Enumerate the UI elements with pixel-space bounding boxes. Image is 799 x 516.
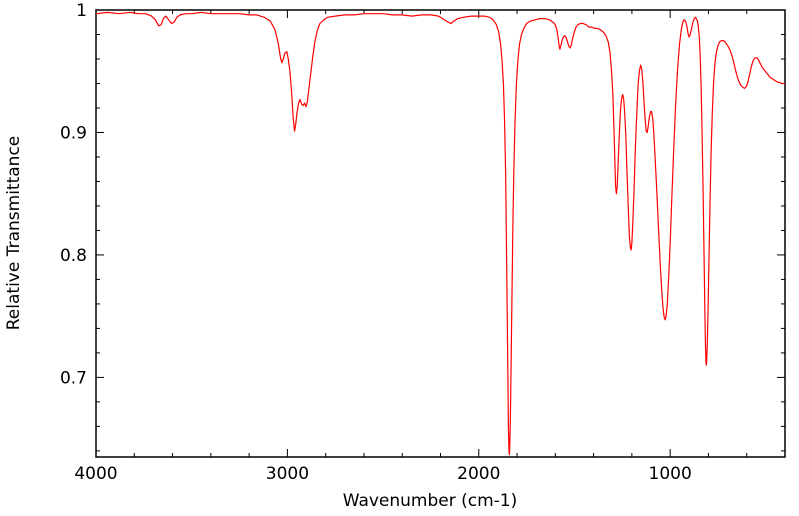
- plot-border: [95, 9, 786, 458]
- spectrum-line: [96, 11, 785, 456]
- x-tick-label: 3000: [266, 464, 309, 484]
- y-axis-title: Relative Transmittance: [4, 136, 24, 331]
- x-tick-label: 4000: [74, 464, 117, 484]
- x-tick-label: 1000: [649, 464, 692, 484]
- plot-layer: 4000 3000 2000 1000 1 0.9 0.8 0.7: [60, 1, 786, 484]
- x-axis-title: Wavenumber (cm-1): [343, 491, 518, 511]
- y-tick-label: 0.8: [60, 246, 87, 266]
- tick-marks: [95, 9, 785, 457]
- y-tick-label: 1: [76, 1, 87, 21]
- tick-labels: 4000 3000 2000 1000 1 0.9 0.8 0.7: [60, 1, 692, 484]
- y-tick-label: 0.7: [60, 368, 87, 388]
- x-tick-label: 2000: [457, 464, 500, 484]
- y-tick-label: 0.9: [60, 123, 87, 143]
